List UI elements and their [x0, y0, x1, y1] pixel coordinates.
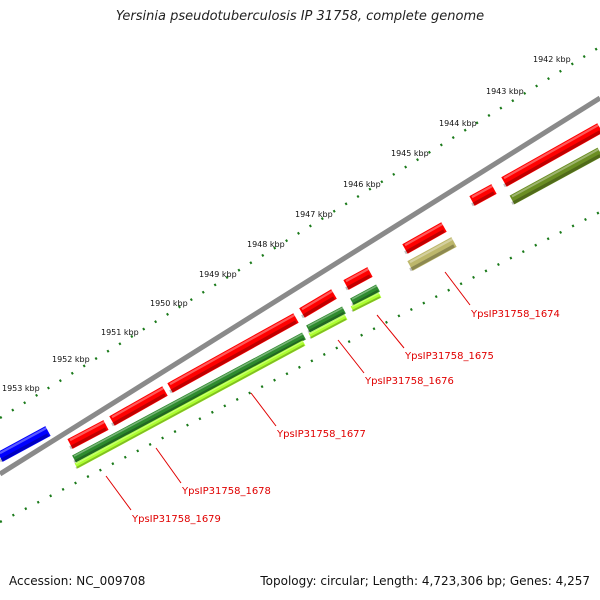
gene-label-ypsip31758-1674[interactable]: YpsIP31758_1674	[444, 271, 560, 320]
cds-upstream-2[interactable]	[501, 123, 600, 188]
feature-dark-green-3[interactable]	[350, 284, 380, 306]
cds-ypsip31758-1674[interactable]	[402, 222, 447, 255]
label-leader-line	[155, 447, 182, 484]
tick-label: 1943 kbp	[486, 87, 524, 96]
gene-label-text: YpsIP31758_1679	[131, 514, 221, 525]
feature-olive[interactable]	[509, 147, 600, 205]
tick-label: 1951 kbp	[101, 328, 139, 337]
cds-upstream-1[interactable]	[469, 184, 497, 207]
inner-tick-ring	[0, 210, 600, 524]
tick-label: 1950 kbp	[150, 299, 188, 308]
tick-label: 1944 kbp	[439, 119, 477, 128]
accession-text: Accession: NC_009708	[9, 574, 146, 588]
cds-blue[interactable]	[0, 426, 51, 463]
feature-light-green-2[interactable]	[308, 314, 348, 339]
label-leader-line	[250, 392, 277, 427]
tick-label: 1945 kbp	[391, 149, 429, 158]
cds-ypsip31758-1675[interactable]	[343, 267, 373, 291]
tick-label: 1949 kbp	[199, 270, 237, 279]
label-leader-line	[337, 339, 365, 374]
cds-ypsip31758-1677[interactable]	[167, 313, 299, 394]
gene-label-ypsip31758-1679[interactable]: YpsIP31758_1679	[105, 475, 221, 525]
cds-ypsip31758-1679[interactable]	[67, 420, 109, 450]
tick-label: 1953 kbp	[2, 384, 40, 393]
feature-tan[interactable]	[407, 237, 457, 272]
cds-ypsip31758-1676[interactable]	[299, 289, 337, 319]
tick-label: 1948 kbp	[247, 240, 285, 249]
gene-label-text: YpsIP31758_1676	[364, 376, 454, 387]
genome-backbone	[0, 95, 600, 477]
gene-label-text: YpsIP31758_1675	[404, 351, 494, 362]
label-leader-line	[376, 314, 405, 349]
gene-label-text: YpsIP31758_1677	[276, 429, 366, 440]
tick-label: 1946 kbp	[343, 180, 381, 189]
gene-label-ypsip31758-1675[interactable]: YpsIP31758_1675	[376, 314, 494, 362]
feature-light-green-3[interactable]	[350, 292, 382, 312]
outer-tick-ring	[0, 46, 599, 420]
gene-label-text: YpsIP31758_1674	[470, 309, 560, 320]
tick-label: 1942 kbp	[533, 55, 571, 64]
feature-dark-green-1[interactable]	[72, 332, 306, 463]
feature-dark-green-2[interactable]	[306, 306, 346, 333]
label-leader-line	[444, 271, 471, 306]
cds-ypsip31758-1678[interactable]	[109, 386, 168, 427]
label-leader-line	[105, 475, 132, 511]
gene-label-ypsip31758-1677[interactable]: YpsIP31758_1677	[250, 392, 366, 440]
tick-label: 1952 kbp	[52, 355, 90, 364]
map-title: Yersinia pseudotuberculosis IP 31758, co…	[115, 9, 485, 24]
feature-light-green-1[interactable]	[74, 340, 306, 469]
gene-label-text: YpsIP31758_1678	[181, 486, 271, 497]
tick-label: 1947 kbp	[295, 210, 333, 219]
genome-stats-text: Topology: circular; Length: 4,723,306 bp…	[260, 574, 590, 588]
gene-label-ypsip31758-1676[interactable]: YpsIP31758_1676	[337, 339, 454, 387]
gene-label-ypsip31758-1678[interactable]: YpsIP31758_1678	[155, 447, 271, 497]
